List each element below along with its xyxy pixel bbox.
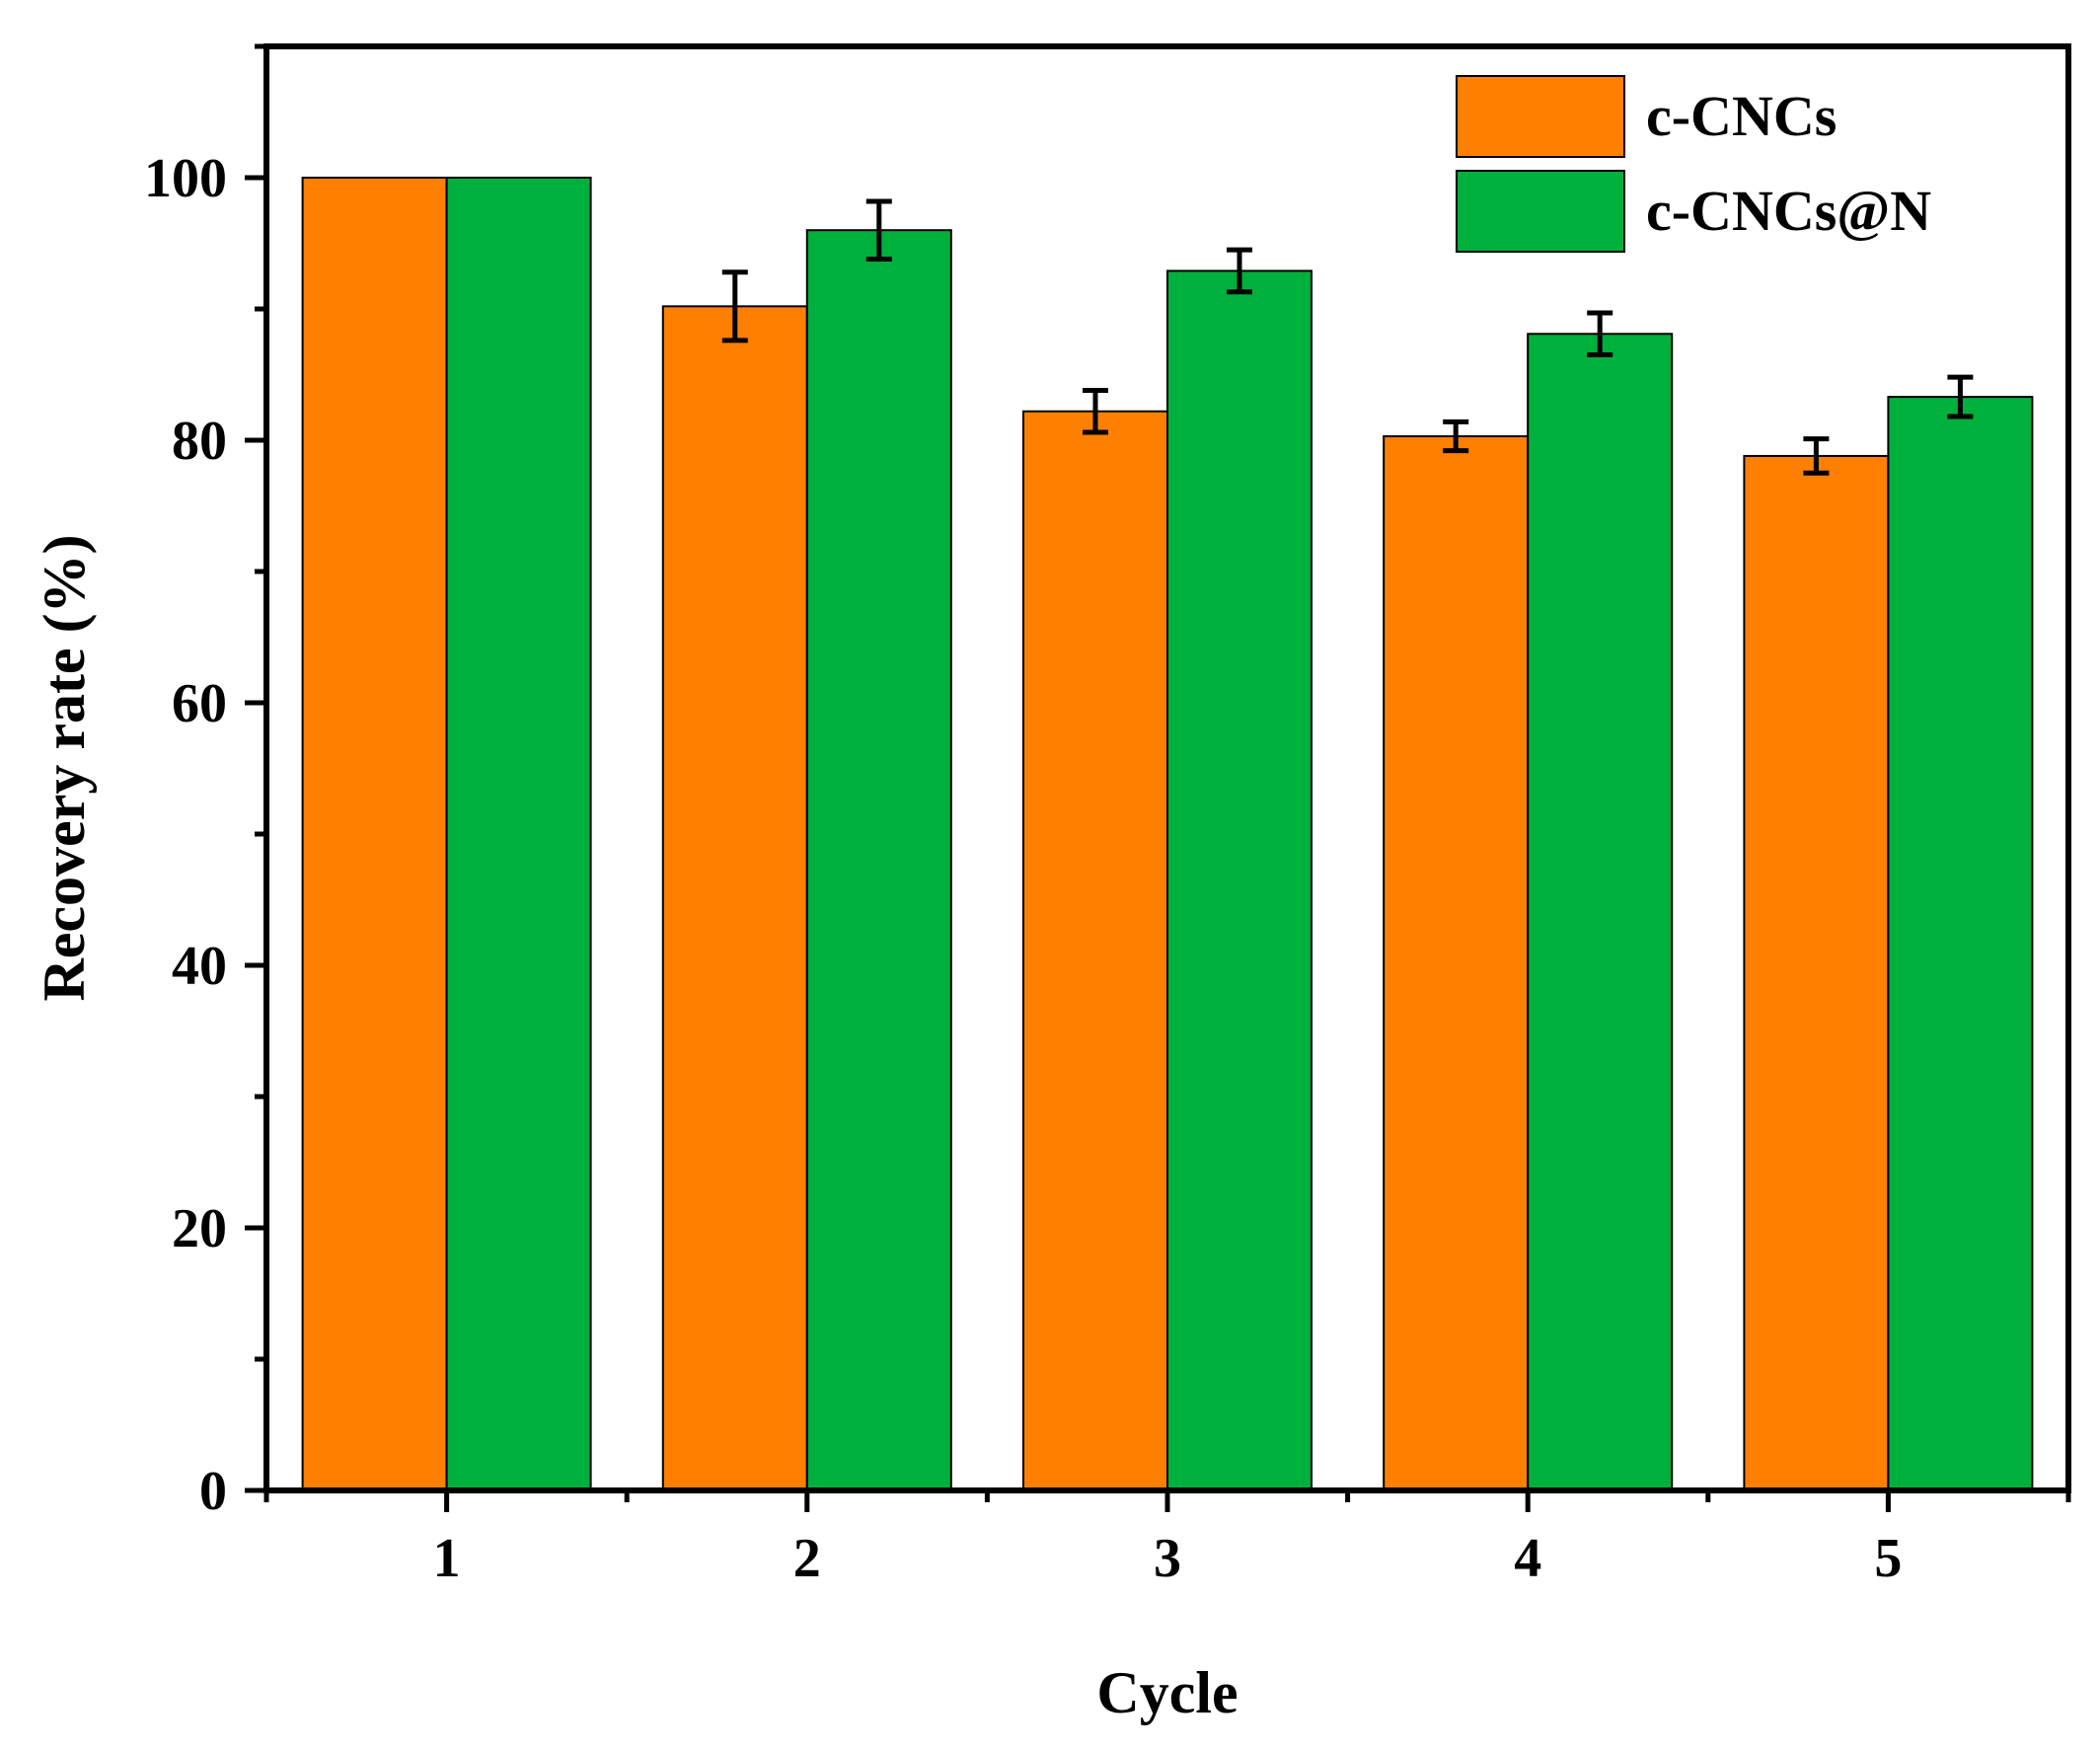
y-tick-label: 100 (144, 148, 227, 209)
y-axis-title: Recovery rate (%) (32, 534, 97, 1001)
y-axis: 0 20 40 60 80 100 (144, 43, 266, 1522)
bar-c-CNCs-cycle-3 (1022, 410, 1168, 1491)
x-tick-label: 1 (433, 1528, 461, 1589)
bar-c-CNCs@N-cycle-5 (1887, 396, 2034, 1491)
y-tick-label: 0 (199, 1461, 227, 1522)
error-bar-c-CNCs-cycle-5 (1803, 436, 1830, 476)
bar-c-CNCs@N-cycle-2 (805, 229, 952, 1492)
error-bars-layer (721, 198, 1974, 476)
bar-c-CNCs-cycle-4 (1383, 435, 1530, 1491)
bar-c-CNCs-cycle-1 (301, 177, 448, 1491)
bar-c-CNCs@N-cycle-3 (1166, 269, 1312, 1491)
bars-layer (301, 177, 2034, 1492)
legend-item-c-CNCs: c-CNCs (1456, 75, 1837, 158)
x-tick-label: 2 (793, 1528, 821, 1589)
legend-item-c-CNCs@N: c-CNCs@N (1456, 170, 1931, 253)
x-tick-label: 5 (1874, 1528, 1902, 1589)
error-bar-c-CNCs-cycle-3 (1083, 387, 1108, 435)
error-bar-c-CNCs@N-cycle-3 (1227, 247, 1252, 295)
error-bar-c-CNCs@N-cycle-2 (865, 198, 892, 262)
error-bar-c-CNCs-cycle-4 (1443, 419, 1469, 454)
error-bar-c-CNCs@N-cycle-5 (1947, 374, 1974, 419)
x-axis: 1 2 3 4 5 (263, 1490, 2071, 1589)
legend-swatch (1456, 170, 1625, 253)
bar-c-CNCs-cycle-2 (661, 305, 808, 1492)
y-tick-label: 40 (172, 936, 227, 997)
y-tick-label: 20 (172, 1198, 227, 1259)
x-axis-title: Cycle (1096, 1660, 1238, 1725)
bar-c-CNCs@N-cycle-4 (1527, 333, 1674, 1491)
legend-label: c-CNCs (1646, 84, 1837, 148)
y-tick-label: 80 (172, 411, 227, 472)
error-bar-c-CNCs@N-cycle-4 (1587, 310, 1613, 358)
bar-c-CNCs@N-cycle-1 (445, 177, 592, 1491)
error-bar-c-CNCs-cycle-2 (721, 269, 748, 343)
y-tick-label: 60 (172, 673, 227, 734)
bar-c-CNCs-cycle-5 (1743, 454, 1890, 1492)
legend-label: c-CNCs@N (1646, 179, 1931, 243)
legend: c-CNCs c-CNCs@N (1456, 75, 1931, 253)
legend-swatch (1456, 75, 1625, 158)
x-tick-label: 3 (1154, 1528, 1181, 1589)
x-tick-label: 4 (1514, 1528, 1541, 1589)
